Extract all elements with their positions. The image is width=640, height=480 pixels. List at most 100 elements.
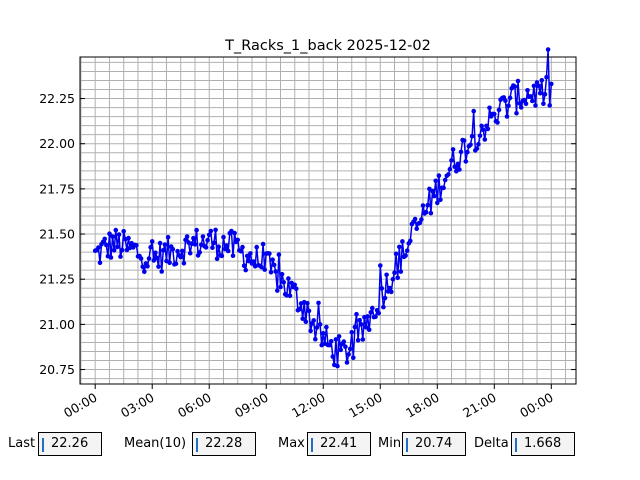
max-value: 22.41 (320, 436, 358, 451)
x-tick-label: 15:00 (346, 390, 385, 421)
data-point (327, 342, 332, 348)
data-point (157, 240, 163, 246)
data-point (504, 114, 510, 119)
data-point (436, 173, 442, 178)
data-series (92, 47, 554, 369)
data-point (305, 300, 310, 306)
data-point (523, 101, 529, 107)
data-point (539, 78, 545, 83)
data-point (352, 324, 358, 330)
data-point (181, 261, 187, 266)
data-point (438, 197, 443, 203)
data-point (205, 237, 210, 243)
data-point (134, 243, 139, 248)
plot-frame (79, 56, 577, 385)
data-point (549, 81, 554, 87)
data-point (281, 280, 287, 285)
data-point (468, 142, 473, 148)
max-value-field[interactable]: 22.41 (307, 432, 371, 456)
data-point (146, 256, 152, 261)
data-point (156, 264, 161, 269)
data-point (525, 88, 530, 93)
data-point (447, 166, 453, 172)
data-point (104, 242, 109, 248)
delta-value-field[interactable]: 1.668 (511, 432, 575, 456)
data-point (330, 354, 336, 359)
data-point (387, 285, 393, 291)
text-cursor-icon (515, 438, 517, 452)
data-point (194, 227, 199, 233)
data-point (441, 185, 446, 191)
data-point (210, 245, 215, 250)
min-value-field[interactable]: 20.74 (402, 432, 466, 456)
data-point (423, 209, 429, 215)
data-point (159, 269, 164, 274)
data-point (244, 253, 250, 259)
data-point (343, 344, 348, 350)
data-point (503, 98, 508, 103)
data-point (344, 360, 350, 365)
y-tick-label: 21.75 (39, 181, 75, 196)
data-point (541, 101, 546, 107)
data-point (492, 111, 497, 117)
data-point (162, 242, 168, 247)
y-tick-label: 21.00 (39, 317, 75, 332)
data-point (547, 103, 552, 108)
last-value-field[interactable]: 22.26 (38, 432, 102, 456)
data-point (452, 164, 458, 169)
data-point (474, 146, 480, 151)
data-point (450, 147, 456, 152)
data-point (286, 276, 291, 281)
data-point (184, 234, 190, 239)
data-point (522, 97, 527, 103)
data-point (278, 284, 283, 290)
data-point (403, 253, 408, 258)
data-point (336, 334, 342, 339)
data-point (365, 314, 370, 319)
text-cursor-icon (42, 438, 44, 452)
data-point (515, 78, 521, 84)
data-point (419, 217, 424, 222)
data-point (368, 310, 374, 315)
data-point (507, 95, 513, 101)
data-point (115, 244, 120, 250)
data-point (180, 248, 185, 254)
data-point (463, 159, 469, 164)
x-tick-label: 09:00 (232, 390, 271, 421)
data-point (259, 264, 264, 270)
data-point (370, 305, 375, 311)
data-point (449, 158, 454, 163)
data-point (213, 227, 218, 233)
data-point (545, 47, 551, 52)
data-point (142, 269, 147, 275)
text-cursor-icon (311, 438, 313, 452)
min-value: 20.74 (415, 436, 453, 451)
text-cursor-icon (196, 438, 198, 452)
data-point (537, 90, 543, 96)
data-point (536, 83, 541, 89)
data-point (192, 242, 198, 247)
data-point (116, 232, 122, 237)
data-point (313, 336, 318, 342)
x-tick-label: 00:00 (61, 390, 100, 421)
data-point (118, 254, 123, 259)
data-point (208, 228, 214, 234)
last-label: Last (8, 436, 36, 451)
data-point (363, 324, 369, 330)
y-tick-label: 21.25 (39, 272, 75, 287)
y-axis: 20.75 21.00 21.25 21.50 21.75 22.00 22.25 (39, 91, 576, 377)
data-point (320, 331, 326, 336)
data-point (243, 267, 248, 273)
data-point (398, 269, 404, 274)
mean-value-field[interactable]: 22.28 (192, 432, 256, 456)
data-point (355, 337, 361, 343)
data-point (303, 319, 309, 325)
data-point (230, 253, 236, 258)
chart-title: T_Racks_1_back 2025-12-02 (224, 38, 431, 54)
data-point (165, 234, 171, 240)
data-point (221, 234, 226, 240)
data-point (308, 328, 313, 334)
data-point (149, 239, 155, 244)
data-point (279, 271, 285, 277)
